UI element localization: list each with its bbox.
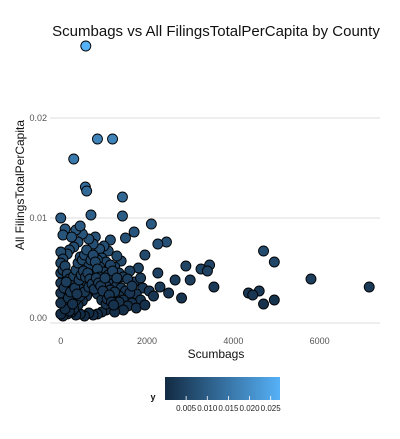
data-points [55, 40, 375, 322]
data-point [268, 256, 280, 268]
data-point [154, 281, 166, 293]
x-tick-label: 2000 [137, 336, 157, 346]
data-point [139, 299, 151, 311]
data-point [126, 280, 138, 292]
legend-tick-label: 0.020 [240, 404, 261, 413]
data-point [81, 185, 93, 197]
data-point [117, 191, 128, 203]
data-point [108, 299, 120, 311]
y-axis-title: All FilingsTotalPerCapita [13, 120, 27, 250]
data-point [111, 272, 123, 284]
y-axis-ticks: 0.00 0.01 0.02 [29, 113, 47, 323]
x-tick-label: 6000 [310, 336, 330, 346]
x-axis-title: Scumbags [188, 347, 245, 361]
legend-colorbar [165, 377, 280, 400]
data-point [67, 298, 79, 310]
data-point [148, 290, 159, 302]
legend-tick-label: 0.025 [261, 404, 282, 413]
data-point [55, 212, 67, 224]
y-tick-label: 0.01 [29, 213, 47, 223]
data-point [152, 238, 164, 250]
legend-tick-label: 0.005 [176, 404, 197, 413]
data-point [208, 281, 220, 293]
legend-tick-label: 0.010 [197, 404, 218, 413]
data-point [92, 133, 103, 145]
data-point [66, 231, 78, 243]
data-point [80, 40, 92, 52]
legend-tick-label: 0.015 [218, 404, 239, 413]
data-point [363, 281, 375, 293]
data-point [169, 274, 181, 286]
data-point [120, 232, 131, 244]
data-point [305, 273, 317, 285]
data-point [258, 245, 269, 257]
data-point [184, 274, 196, 286]
data-point [117, 210, 128, 222]
data-point [99, 272, 111, 284]
data-point [202, 265, 213, 277]
legend-title: y [150, 392, 155, 402]
data-point [152, 267, 164, 279]
data-point [128, 226, 140, 238]
chart-title: Scumbags vs All FilingsTotalPerCapita by… [52, 23, 380, 40]
data-point [145, 218, 157, 230]
data-point [268, 294, 280, 306]
data-point [107, 133, 118, 145]
data-point [247, 289, 259, 301]
x-tick-label: 4000 [223, 336, 243, 346]
data-point [60, 276, 72, 288]
data-point [135, 272, 147, 284]
data-point [176, 292, 188, 304]
data-point [71, 288, 83, 300]
data-point [85, 209, 97, 221]
data-point [258, 298, 269, 310]
data-point [68, 153, 80, 165]
data-point [74, 220, 86, 232]
x-tick-label: 0 [58, 336, 63, 346]
color-legend: y 0.005 0.010 0.015 0.020 0.025 [150, 377, 281, 413]
data-point [163, 287, 175, 299]
y-tick-label: 0.02 [29, 113, 47, 123]
y-tick-label: 0.00 [29, 313, 47, 323]
grid-lines [50, 117, 380, 219]
legend-ticks: 0.005 0.010 0.015 0.020 0.025 [176, 396, 281, 413]
data-point [139, 249, 151, 261]
data-point [180, 260, 192, 272]
data-point [111, 250, 123, 262]
x-axis-ticks: 0 2000 4000 6000 [58, 336, 329, 346]
